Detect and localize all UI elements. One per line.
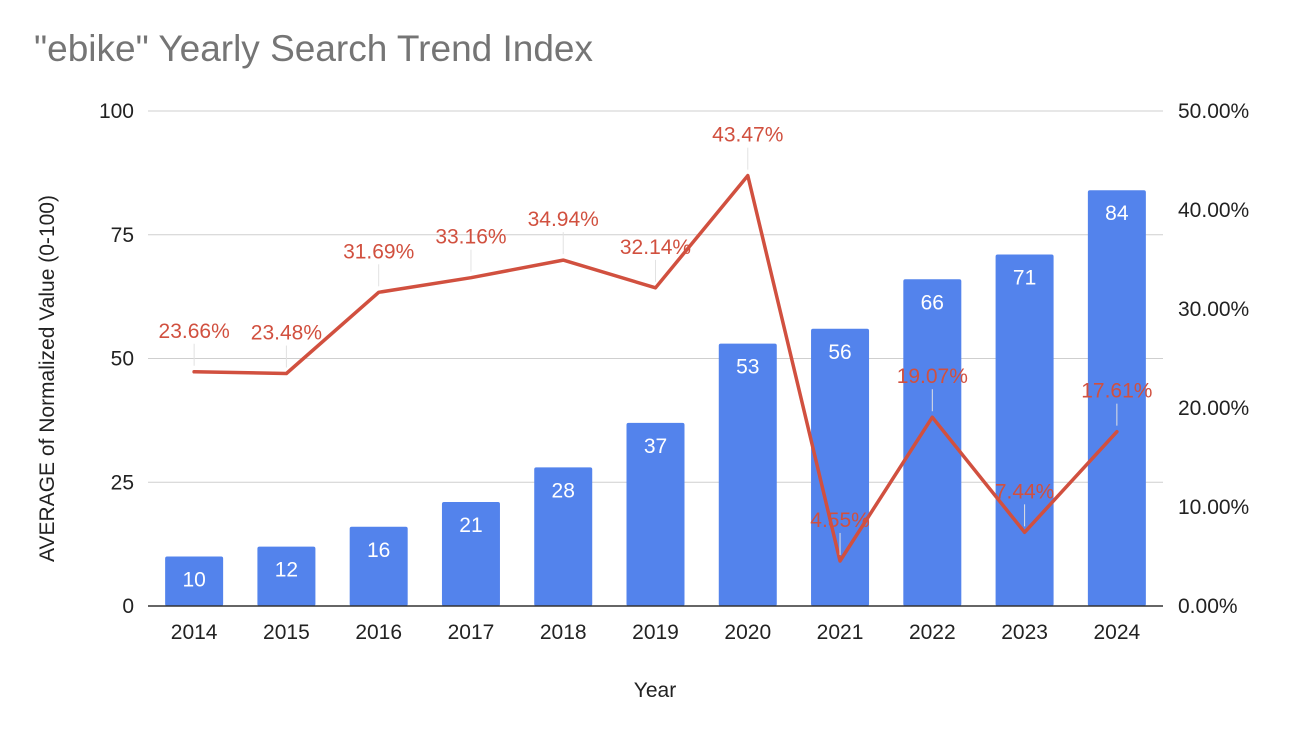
y2-tick-label: 40.00% xyxy=(1178,199,1249,222)
bar xyxy=(534,467,593,606)
x-tick-label: 2018 xyxy=(540,621,587,644)
x-tick-label: 2017 xyxy=(448,621,495,644)
bar xyxy=(1087,190,1146,606)
y-tick-label: 100 xyxy=(99,100,134,123)
line-data-label: 17.61% xyxy=(1081,380,1152,403)
y2-tick-label: 0.00% xyxy=(1178,595,1238,618)
x-tick-label: 2023 xyxy=(1001,621,1048,644)
x-tick-label: 2022 xyxy=(909,621,956,644)
x-tick-label: 2020 xyxy=(724,621,771,644)
bar-data-label: 12 xyxy=(275,559,298,582)
y-axis-title: AVERAGE of Normalized Value (0-100) xyxy=(36,195,59,562)
line-series xyxy=(192,173,1119,563)
x-tick-label: 2019 xyxy=(632,621,679,644)
line-data-label: 31.69% xyxy=(343,240,414,263)
x-tick-label: 2016 xyxy=(355,621,402,644)
y2-tick-label: 30.00% xyxy=(1178,298,1249,321)
bar xyxy=(995,254,1054,607)
line-data-label: 23.48% xyxy=(251,322,322,345)
line-data-label: 7.44% xyxy=(995,480,1055,503)
y2-tick-label: 50.00% xyxy=(1178,100,1249,123)
line-data-label: 23.66% xyxy=(159,320,230,343)
bar-data-label: 84 xyxy=(1105,202,1129,225)
bar-data-label: 37 xyxy=(644,435,667,458)
bar xyxy=(441,502,500,606)
bar-data-label: 53 xyxy=(736,356,759,379)
line-data-label: 19.07% xyxy=(897,365,968,388)
line-data-label: 43.47% xyxy=(712,124,783,147)
line-data-label: 4.55% xyxy=(810,509,870,532)
y-tick-label: 50 xyxy=(111,348,134,371)
y2-tick-label: 10.00% xyxy=(1178,496,1249,519)
line-data-label: 32.14% xyxy=(620,236,691,259)
bar xyxy=(811,328,870,606)
bar xyxy=(349,526,408,606)
bar-data-label: 28 xyxy=(552,479,575,502)
bar xyxy=(165,556,224,606)
bar-data-label: 21 xyxy=(459,514,482,537)
line-data-label: 34.94% xyxy=(528,208,599,231)
bar xyxy=(903,279,962,606)
y-tick-label: 75 xyxy=(111,224,134,247)
y-tick-label: 25 xyxy=(111,471,134,494)
x-axis-title: Year xyxy=(634,679,676,702)
bar-data-label: 56 xyxy=(828,341,851,364)
line-data-label: 33.16% xyxy=(435,226,506,249)
x-tick-label: 2014 xyxy=(171,621,218,644)
x-tick-label: 2024 xyxy=(1094,621,1141,644)
chart-title: "ebike" Yearly Search Trend Index xyxy=(34,28,594,69)
bar-data-label: 10 xyxy=(182,569,205,592)
x-tick-label: 2015 xyxy=(263,621,310,644)
bar-data-label: 66 xyxy=(921,291,944,314)
x-tick-label: 2021 xyxy=(817,621,864,644)
bar xyxy=(626,422,685,606)
bar xyxy=(718,343,777,606)
y2-tick-label: 20.00% xyxy=(1178,397,1249,420)
bar-data-label: 71 xyxy=(1013,267,1036,290)
y-tick-label: 0 xyxy=(122,595,134,618)
bar-data-label: 16 xyxy=(367,539,390,562)
bar xyxy=(257,546,316,606)
